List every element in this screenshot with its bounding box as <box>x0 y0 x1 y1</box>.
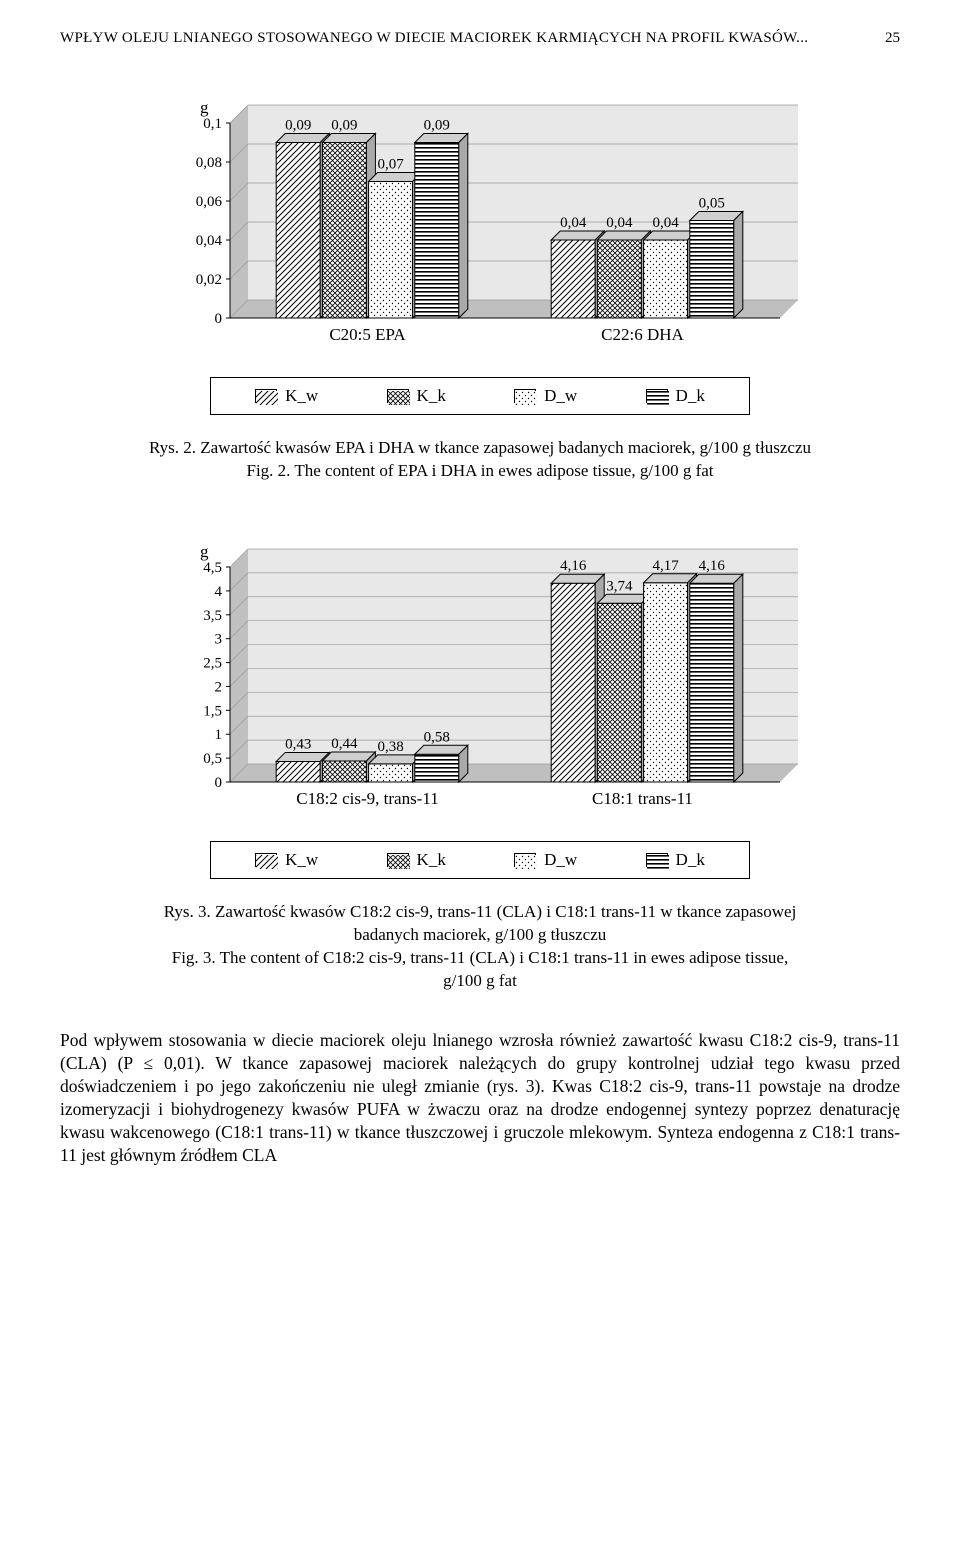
svg-text:0,38: 0,38 <box>377 739 403 755</box>
caption-fig3: Rys. 3. Zawartość kwasów C18:2 cis-9, tr… <box>60 901 900 993</box>
svg-text:0,1: 0,1 <box>203 116 222 132</box>
legend-swatch-D_w <box>514 853 536 867</box>
svg-text:0,58: 0,58 <box>424 729 450 745</box>
svg-text:3,74: 3,74 <box>606 578 633 594</box>
legend-item-K_w: K_w <box>255 386 318 406</box>
svg-text:4,16: 4,16 <box>560 558 587 574</box>
legend-label: K_w <box>285 850 318 870</box>
caption-fig2: Rys. 2. Zawartość kwasów EPA i DHA w tka… <box>60 437 900 483</box>
legend-swatch-D_k <box>646 389 668 403</box>
legend-swatch-D_w <box>514 389 536 403</box>
svg-text:0: 0 <box>215 311 223 327</box>
legend-item-D_k: D_k <box>646 850 705 870</box>
svg-text:0,09: 0,09 <box>424 118 450 134</box>
legend-label: D_k <box>676 386 705 406</box>
svg-text:0,09: 0,09 <box>285 118 311 134</box>
legend-label: D_w <box>544 386 577 406</box>
svg-text:4: 4 <box>215 584 223 600</box>
svg-text:3,5: 3,5 <box>203 608 222 624</box>
legend-item-D_w: D_w <box>514 850 577 870</box>
legend-swatch-K_w <box>255 853 277 867</box>
legend-swatch-K_w <box>255 389 277 403</box>
svg-text:0,04: 0,04 <box>560 215 587 231</box>
legend-label: K_k <box>417 850 446 870</box>
svg-text:4,17: 4,17 <box>652 558 679 574</box>
svg-text:g: g <box>200 98 209 117</box>
body-paragraph: Pod wpływem stosowania w diecie maciorek… <box>60 1029 900 1168</box>
svg-text:0,02: 0,02 <box>196 272 222 288</box>
svg-text:3: 3 <box>215 632 223 648</box>
svg-text:2,5: 2,5 <box>203 655 222 671</box>
svg-text:0,04: 0,04 <box>652 215 679 231</box>
running-header: WPŁYW OLEJU LNIANEGO STOSOWANEGO W DIECI… <box>60 30 808 47</box>
legend-item-K_k: K_k <box>387 850 446 870</box>
legend-label: K_k <box>417 386 446 406</box>
legend-item-D_w: D_w <box>514 386 577 406</box>
legend-label: D_w <box>544 850 577 870</box>
legend-swatch-K_k <box>387 389 409 403</box>
svg-text:0,06: 0,06 <box>196 194 223 210</box>
svg-text:g: g <box>200 542 209 561</box>
svg-text:4,16: 4,16 <box>699 558 726 574</box>
svg-text:4,5: 4,5 <box>203 560 222 576</box>
svg-text:0,09: 0,09 <box>331 118 357 134</box>
svg-text:0,44: 0,44 <box>331 736 358 752</box>
legend-fig2: K_w K_k <box>210 377 750 415</box>
page-number: 25 <box>885 30 900 47</box>
svg-text:0,08: 0,08 <box>196 155 222 171</box>
svg-text:1: 1 <box>215 727 223 743</box>
svg-text:0,05: 0,05 <box>699 196 725 212</box>
svg-text:0,04: 0,04 <box>606 215 633 231</box>
legend-swatch-D_k <box>646 853 668 867</box>
svg-text:0,43: 0,43 <box>285 736 311 752</box>
svg-text:C20:5 EPA: C20:5 EPA <box>329 325 406 344</box>
chart-epa-dha: 0,1 0,08 0,06 0,04 0,02 0 g 0,09 0,09 0,07 0,09 C20… <box>160 83 800 363</box>
svg-text:C18:2 cis-9, trans-11: C18:2 cis-9, trans-11 <box>296 789 438 808</box>
legend-fig3: K_w K_k <box>210 841 750 879</box>
svg-text:0,5: 0,5 <box>203 751 222 767</box>
svg-text:1,5: 1,5 <box>203 703 222 719</box>
svg-text:0,07: 0,07 <box>377 157 404 173</box>
legend-item-K_w: K_w <box>255 850 318 870</box>
chart-cla: 4,5 4 3,5 3 2,5 2 1,5 1 0,5 0 g 0,43 0,44 0,38 0,58 C18… <box>160 527 800 827</box>
legend-item-K_k: K_k <box>387 386 446 406</box>
svg-text:2: 2 <box>215 679 223 695</box>
svg-text:0: 0 <box>215 775 223 791</box>
svg-text:0,04: 0,04 <box>196 233 223 249</box>
legend-label: K_w <box>285 386 318 406</box>
legend-label: D_k <box>676 850 705 870</box>
svg-text:C22:6 DHA: C22:6 DHA <box>601 325 684 344</box>
svg-text:C18:1 trans-11: C18:1 trans-11 <box>592 789 693 808</box>
legend-swatch-K_k <box>387 853 409 867</box>
legend-item-D_k: D_k <box>646 386 705 406</box>
